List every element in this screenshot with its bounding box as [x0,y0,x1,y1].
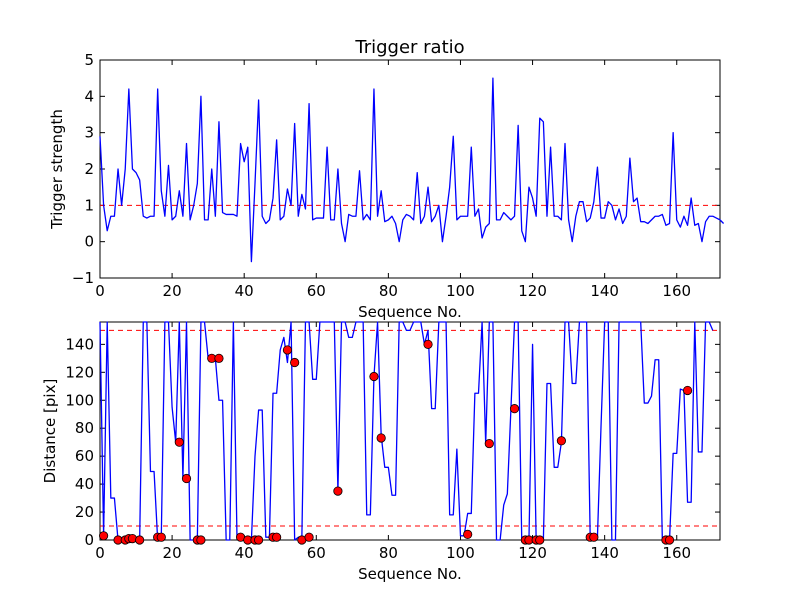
y-tick-label: 3 [84,124,94,142]
series-line [99,321,714,541]
x-tick-label: 60 [307,544,326,562]
y-axis-label: Distance [pix] [41,379,59,484]
y-axis-label: Trigger strength [48,109,66,230]
series-lines [99,77,725,263]
x-tick-label: 40 [235,282,254,300]
y-tick-label: 4 [84,87,94,105]
x-tick-label: 40 [235,544,254,562]
data-marker [535,535,545,545]
x-axis-label: Sequence No. [358,303,462,321]
x-tick-label: 100 [446,282,475,300]
x-tick-label: 60 [307,282,326,300]
y-axis-ticks: −1 0 1 2 3 4 5 [72,51,720,287]
marker-points [99,339,693,545]
y-tick-label: 0 [84,233,94,251]
x-tick-label: 20 [163,282,182,300]
chart-title: Trigger ratio [354,37,464,58]
x-tick-label: 80 [379,544,398,562]
data-marker [589,532,599,542]
data-marker [556,436,566,446]
data-marker [174,437,184,447]
data-marker [135,535,145,545]
y-tick-label: 60 [75,447,94,465]
data-marker [156,532,166,542]
y-tick-label: 100 [65,391,94,409]
data-marker [369,371,379,382]
y-tick-label: 140 [65,335,94,353]
data-marker [682,385,693,396]
data-marker [181,473,192,484]
series-line [99,77,725,263]
y-tick-label: 80 [75,419,94,437]
data-marker [272,532,282,542]
x-tick-label: 0 [95,544,105,562]
data-marker [282,345,293,355]
x-axis-label: Sequence No. [358,565,462,583]
y-tick-label: 40 [75,475,94,493]
y-tick-label: −1 [72,269,94,287]
x-axis-ticks: 0 20 40 60 80 100 120 140 160 [95,60,691,300]
y-tick-label: 1 [84,196,94,214]
series-lines [99,321,714,541]
data-marker [304,532,314,542]
y-tick-label: 2 [84,160,94,178]
x-tick-label: 120 [518,544,547,562]
data-marker [290,357,300,368]
x-tick-label: 120 [518,282,547,300]
x-tick-label: 160 [662,282,691,300]
x-tick-label: 140 [590,544,619,562]
x-tick-label: 100 [446,544,475,562]
data-marker [196,535,206,545]
y-axis-ticks: 0 20 40 60 80 100 120 140 [65,335,720,549]
data-marker [254,535,264,545]
data-marker [99,531,109,541]
data-marker [509,404,520,414]
x-tick-label: 160 [662,544,691,562]
data-marker [423,339,433,349]
data-marker [664,535,675,545]
data-marker [376,433,386,443]
plot-frame [99,321,721,541]
x-axis-ticks: 0 20 40 60 80 100 120 140 160 [95,322,691,562]
data-marker [214,353,224,363]
y-tick-label: 5 [84,51,94,69]
y-tick-label: 120 [65,363,94,381]
x-tick-label: 20 [163,544,182,562]
distance-chart: 0 20 40 60 80 100 120 140 0 20 40 60 80 100 120 140 160… [41,321,721,583]
data-marker [333,486,343,496]
x-tick-label: 0 [95,282,105,300]
y-tick-label: 0 [84,531,94,549]
x-tick-label: 140 [590,282,619,300]
x-tick-label: 80 [379,282,398,300]
data-marker [463,529,473,540]
data-marker [484,438,494,449]
y-tick-label: 20 [75,503,94,521]
